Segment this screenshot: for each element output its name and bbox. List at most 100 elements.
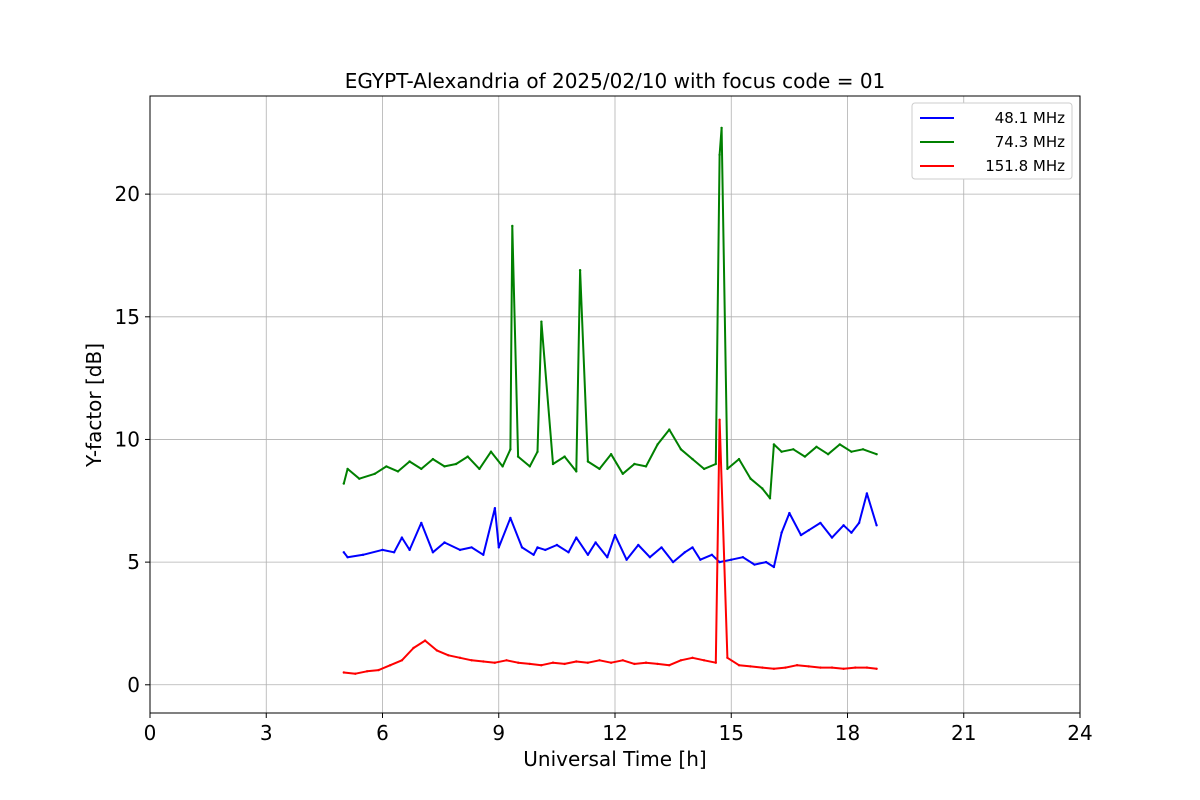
data-point — [683, 551, 686, 554]
x-tick-label: 24 — [1067, 721, 1092, 745]
data-point — [761, 666, 764, 669]
data-point — [668, 428, 671, 431]
data-point — [598, 659, 601, 662]
data-point — [718, 153, 721, 157]
data-point — [431, 457, 435, 461]
data-point — [633, 462, 636, 466]
data-point — [431, 551, 435, 554]
data-point — [420, 521, 423, 525]
data-point — [737, 664, 741, 667]
data-point — [621, 472, 624, 475]
data-point — [609, 661, 613, 664]
data-point — [714, 462, 717, 466]
data-point — [668, 664, 671, 667]
data-point — [854, 666, 857, 669]
data-point — [780, 531, 783, 534]
data-point — [598, 467, 601, 471]
data-point — [551, 661, 555, 664]
series-line-1 — [342, 126, 877, 500]
data-point — [540, 664, 543, 667]
data-point — [780, 450, 783, 453]
data-point — [358, 477, 361, 480]
data-point — [392, 551, 396, 554]
data-point — [671, 560, 675, 564]
data-point — [396, 470, 400, 473]
data-point — [792, 448, 795, 451]
data-point — [656, 662, 659, 666]
data-point — [702, 659, 706, 662]
series-layer — [342, 126, 878, 675]
data-point — [613, 533, 617, 537]
data-point — [795, 664, 799, 667]
data-point — [637, 543, 640, 547]
data-point — [555, 543, 559, 547]
data-point — [342, 482, 345, 485]
data-point — [815, 445, 818, 448]
data-point — [408, 460, 411, 463]
data-point — [702, 467, 706, 471]
data-point — [544, 548, 547, 552]
data-point — [772, 443, 776, 446]
data-point — [346, 467, 349, 471]
data-point — [714, 661, 717, 664]
data-point — [532, 553, 535, 556]
data-point — [726, 467, 729, 471]
y-tick-label: 5 — [127, 550, 140, 574]
data-point — [865, 492, 869, 495]
data-point — [520, 546, 524, 549]
x-axis-label: Universal Time [h] — [523, 747, 706, 771]
data-point — [621, 659, 624, 662]
x-tick-label: 18 — [835, 721, 860, 745]
x-tick-label: 21 — [951, 721, 976, 745]
data-point — [799, 533, 803, 537]
data-point — [342, 671, 345, 674]
data-point — [361, 553, 365, 556]
data-point — [389, 664, 392, 667]
y-axis-label: Y-factor [dB] — [82, 343, 106, 468]
data-point — [875, 453, 878, 456]
data-point — [842, 667, 845, 670]
x-axis: 0 3 6 9 12 15 18 21 24 — [144, 713, 1093, 745]
data-point — [458, 548, 462, 552]
data-point — [493, 507, 497, 510]
data-point — [408, 548, 411, 552]
data-point — [478, 467, 481, 471]
data-point — [516, 455, 520, 458]
data-point — [528, 662, 531, 666]
data-point — [857, 521, 861, 525]
data-point — [575, 660, 578, 663]
data-point — [679, 448, 683, 451]
data-point — [511, 224, 514, 228]
data-point — [753, 563, 756, 566]
data-point — [505, 659, 508, 662]
x-tick-label: 9 — [492, 721, 505, 745]
data-point — [578, 269, 582, 272]
legend-label: 151.8 MHz — [985, 157, 1065, 175]
data-point — [470, 659, 473, 662]
data-point — [718, 418, 721, 421]
data-point — [807, 529, 810, 532]
data-point — [875, 667, 878, 670]
data-point — [470, 546, 473, 549]
data-point — [342, 551, 345, 554]
data-point — [435, 649, 438, 652]
data-point — [400, 536, 404, 539]
y-axis: 0 5 10 15 20 — [115, 182, 150, 697]
legend-label: 48.1 MHz — [995, 109, 1065, 127]
data-point — [699, 558, 702, 561]
data-point — [528, 465, 531, 468]
data-point — [737, 457, 741, 461]
data-point — [749, 665, 752, 668]
data-point — [354, 672, 357, 675]
data-point — [412, 646, 415, 650]
data-point — [563, 662, 566, 666]
data-point — [850, 531, 853, 534]
data-point — [644, 465, 648, 468]
data-point — [400, 659, 404, 662]
data-point — [838, 443, 841, 446]
data-point — [447, 654, 450, 657]
data-point — [536, 450, 539, 453]
legend-label: 74.3 MHz — [995, 133, 1065, 151]
x-tick-label: 0 — [144, 721, 157, 745]
